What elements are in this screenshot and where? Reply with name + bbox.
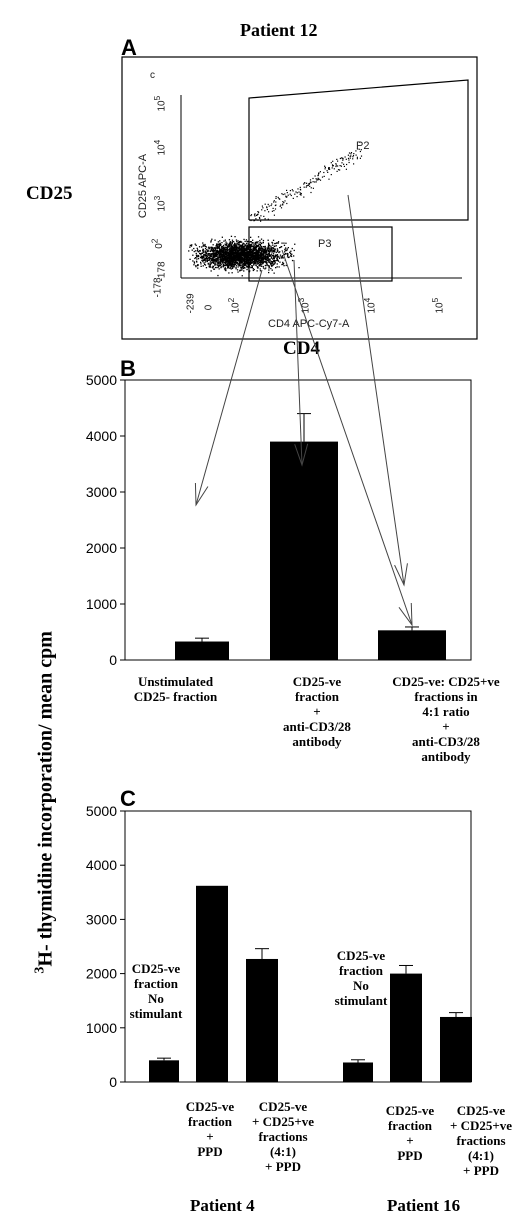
c-g0-bar bbox=[196, 885, 228, 1082]
gate-arrow bbox=[281, 249, 413, 626]
c-cat-p16-3: CD25-ve + CD25+ve fractions (4:1) + PPD bbox=[449, 1103, 513, 1178]
flow-frame bbox=[121, 56, 478, 340]
b-ytick-label: 0 bbox=[109, 652, 117, 668]
flow-x-label: CD4 APC-Cy7-A bbox=[268, 318, 350, 330]
c-nostim-p16: CD25-ve fraction No stimulant bbox=[334, 948, 388, 1008]
c-g0-bar bbox=[149, 1060, 179, 1082]
b-bar bbox=[270, 441, 338, 660]
flow-big-x-label: CD4 bbox=[283, 338, 320, 359]
b-ytick-label: 2000 bbox=[86, 540, 117, 556]
b-ytick-label: 3000 bbox=[86, 484, 117, 500]
gate-arrow bbox=[195, 269, 263, 506]
c-group-label-patient-16: Patient 16 bbox=[387, 1196, 461, 1215]
c-g1-bar bbox=[440, 1016, 472, 1082]
b-cat-1: Unstimulated CD25- fraction bbox=[133, 674, 218, 704]
gate-arrow-head bbox=[294, 443, 309, 467]
c-ytick-label: 3000 bbox=[86, 911, 117, 927]
c-g1-bar bbox=[390, 973, 422, 1082]
patient-title: Patient 12 bbox=[240, 20, 318, 40]
c-ytick-label: 4000 bbox=[86, 857, 117, 873]
gate-p2-label: P2 bbox=[356, 140, 370, 152]
b-bar bbox=[378, 630, 446, 660]
gate-arrow bbox=[347, 194, 405, 586]
c-ytick-label: 2000 bbox=[86, 966, 117, 982]
flow-corner-mark: c bbox=[150, 70, 155, 81]
b-cat-3: CD25-ve: CD25+ve fractions in 4:1 ratio … bbox=[392, 674, 500, 764]
panel-b-letter: B bbox=[120, 356, 136, 381]
gate-p3-label: P3 bbox=[318, 238, 332, 250]
b-cat-2: CD25-ve fraction + anti-CD3/28 antibody bbox=[283, 674, 351, 749]
c-ytick-label: 0 bbox=[109, 1074, 117, 1090]
gate-p2 bbox=[248, 79, 469, 221]
gate-arrow-head bbox=[398, 602, 413, 627]
panel-a-letter: A bbox=[121, 35, 137, 60]
c-ytick-label: 1000 bbox=[86, 1020, 117, 1036]
gate-arrow-head bbox=[194, 482, 209, 507]
flow-dot-cloud bbox=[188, 141, 363, 277]
c-nostim-p4: CD25-ve fraction No stimulant bbox=[129, 961, 183, 1021]
b-ytick-label: 1000 bbox=[86, 596, 117, 612]
panel-c-letter: C bbox=[120, 786, 136, 811]
c-g1-bar bbox=[343, 1062, 373, 1082]
c-group-label-patient-4: Patient 4 bbox=[190, 1196, 255, 1215]
b-ytick-label: 4000 bbox=[86, 428, 117, 444]
flow-big-y-label: CD25 bbox=[26, 183, 73, 204]
c-plot-frame bbox=[124, 810, 472, 1083]
gate-p3 bbox=[248, 226, 393, 282]
c-cat-p16-2: CD25-ve fraction + PPD bbox=[385, 1103, 435, 1163]
b-ytick-label: 5000 bbox=[86, 372, 117, 388]
c-cat-p4-3: CD25-ve + CD25+ve fractions (4:1) + PPD bbox=[251, 1099, 315, 1174]
gate-arrow bbox=[293, 259, 303, 466]
b-bar bbox=[175, 641, 229, 660]
c-cat-p4-2: CD25-ve fraction + PPD bbox=[185, 1099, 235, 1159]
c-ytick-label: 5000 bbox=[86, 803, 117, 819]
c-g0-bar bbox=[246, 958, 278, 1082]
gate-arrow-head bbox=[394, 563, 408, 587]
